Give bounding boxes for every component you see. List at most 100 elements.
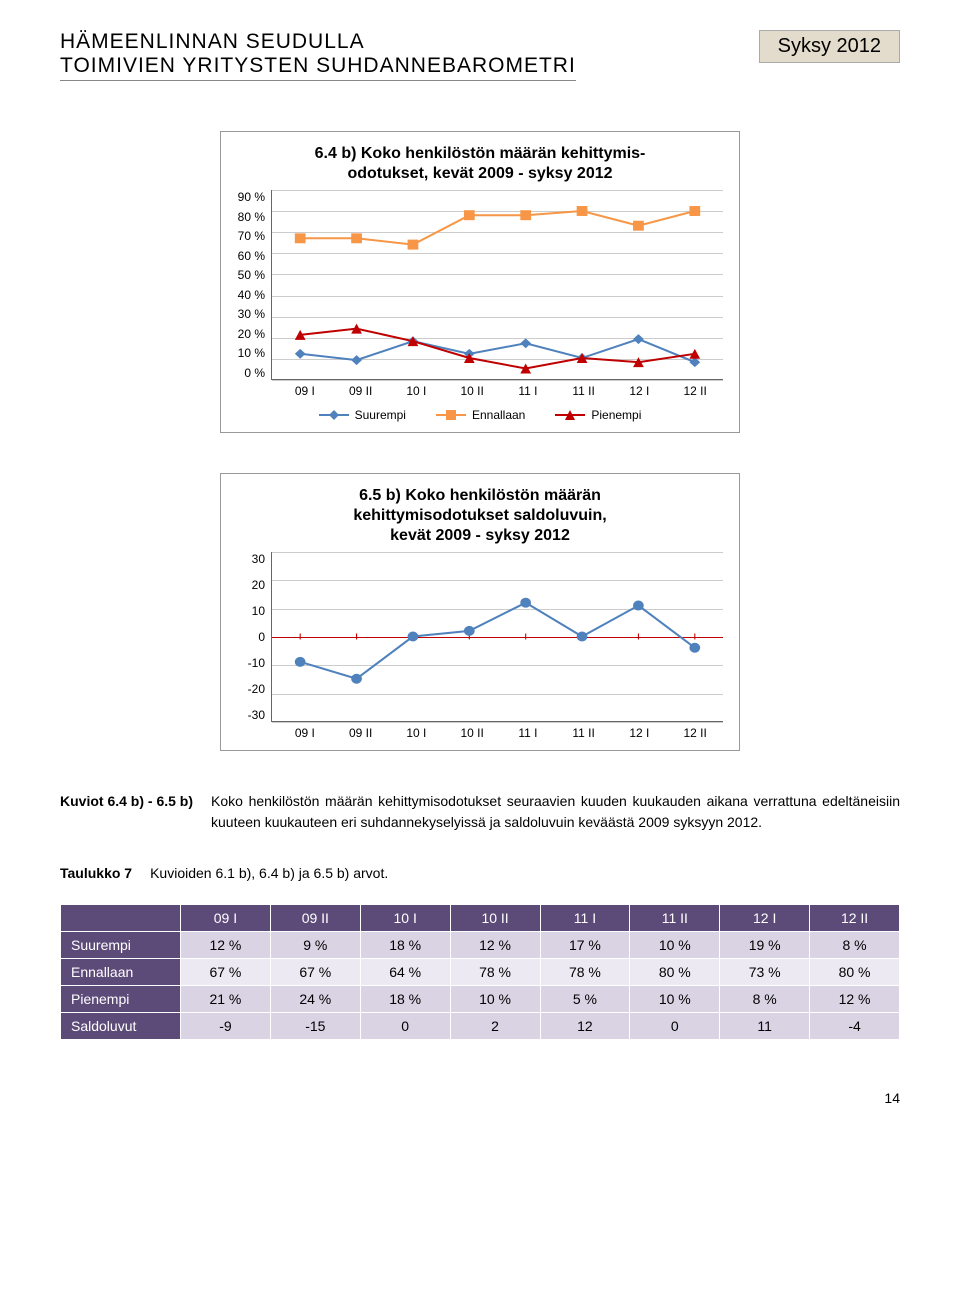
table-row: Suurempi12 %9 %18 %12 %17 %10 %19 %8 %	[61, 932, 900, 959]
table-cell: 8 %	[720, 986, 810, 1013]
caption-kuviot: Kuviot 6.4 b) - 6.5 b) Koko henkilöstön …	[60, 791, 900, 833]
page-number: 14	[60, 1090, 900, 1106]
table-header-cell: 11 I	[540, 905, 630, 932]
header-line-2: TOIMIVIEN YRITYSTEN SUHDANNEBAROMETRI	[60, 54, 576, 78]
table-cell: 12 %	[181, 932, 271, 959]
table-cell: 78 %	[540, 959, 630, 986]
caption-taulukko-label: Taulukko 7	[60, 863, 132, 884]
yaxis-label: 60 %	[238, 249, 265, 263]
xaxis-label: 09 I	[277, 384, 333, 398]
chart-64b-xaxis: 09 I09 II10 I10 II11 I11 II12 I12 II	[277, 384, 723, 398]
table-cell: 12 %	[810, 986, 900, 1013]
table-cell: -15	[270, 1013, 360, 1040]
caption-taulukko: Taulukko 7 Kuvioiden 6.1 b), 6.4 b) ja 6…	[60, 863, 900, 884]
chart-65b-title-l1: 6.5 b) Koko henkilöstön määrän	[359, 487, 601, 504]
yaxis-label: 0 %	[244, 366, 265, 380]
table-header-cell: 12 I	[720, 905, 810, 932]
yaxis-label: -10	[248, 656, 265, 670]
table-cell: 18 %	[360, 932, 450, 959]
page-header: HÄMEENLINNAN SEUDULLA TOIMIVIEN YRITYSTE…	[60, 30, 900, 81]
table-row-label: Pienempi	[61, 986, 181, 1013]
table-cell: 24 %	[270, 986, 360, 1013]
data-table: 09 I09 II10 I10 II11 I11 II12 I12 II Suu…	[60, 904, 900, 1040]
header-badge: Syksy 2012	[759, 30, 900, 63]
table-cell: 21 %	[181, 986, 271, 1013]
yaxis-label: 70 %	[238, 229, 265, 243]
table-row-label: Ennallaan	[61, 959, 181, 986]
caption-kuviot-label: Kuviot 6.4 b) - 6.5 b)	[60, 791, 193, 833]
yaxis-label: 80 %	[238, 210, 265, 224]
header-rule	[60, 80, 576, 81]
table-header-cell: 10 I	[360, 905, 450, 932]
yaxis-label: 10	[252, 604, 265, 618]
legend-label: Suurempi	[355, 408, 406, 422]
xaxis-label: 12 I	[612, 726, 668, 740]
header-line-1: HÄMEENLINNAN SEUDULLA	[60, 30, 576, 54]
xaxis-label: 11 I	[500, 384, 556, 398]
table-cell: 8 %	[810, 932, 900, 959]
table-cell: 10 %	[630, 932, 720, 959]
xaxis-label: 10 II	[444, 384, 500, 398]
yaxis-label: -30	[248, 708, 265, 722]
table-cell: -4	[810, 1013, 900, 1040]
table-header-row: 09 I09 II10 I10 II11 I11 II12 I12 II	[61, 905, 900, 932]
table-cell: 80 %	[630, 959, 720, 986]
chart-64b-yaxis: 90 %80 %70 %60 %50 %40 %30 %20 %10 %0 %	[237, 190, 271, 380]
chart-64b-plot	[271, 190, 723, 380]
table-cell: 73 %	[720, 959, 810, 986]
table-cell: 67 %	[270, 959, 360, 986]
legend-item: Ennallaan	[436, 408, 525, 422]
table-row: Ennallaan67 %67 %64 %78 %78 %80 %73 %80 …	[61, 959, 900, 986]
legend-item: Suurempi	[319, 408, 406, 422]
xaxis-label: 09 I	[277, 726, 333, 740]
yaxis-label: 0	[258, 630, 265, 644]
table-cell: -9	[181, 1013, 271, 1040]
table-cell: 19 %	[720, 932, 810, 959]
table-cell: 0	[360, 1013, 450, 1040]
table-cell: 67 %	[181, 959, 271, 986]
table-cell: 12	[540, 1013, 630, 1040]
chart-65b: 6.5 b) Koko henkilöstön määrän kehittymi…	[220, 473, 740, 751]
table-cell: 2	[450, 1013, 540, 1040]
table-row-label: Saldoluvut	[61, 1013, 181, 1040]
table-cell: 78 %	[450, 959, 540, 986]
xaxis-label: 12 I	[612, 384, 668, 398]
chart-64b-title: 6.4 b) Koko henkilöstön määrän kehittymi…	[237, 144, 723, 184]
legend-label: Ennallaan	[472, 408, 525, 422]
xaxis-label: 12 II	[667, 384, 723, 398]
table-header-cell: 09 II	[270, 905, 360, 932]
chart-64b-title-l2: odotukset, kevät 2009 - syksy 2012	[347, 165, 612, 182]
table-cell: 64 %	[360, 959, 450, 986]
table-header-cell: 12 II	[810, 905, 900, 932]
yaxis-label: 30	[252, 552, 265, 566]
chart-65b-yaxis: 3020100-10-20-30	[237, 552, 271, 722]
legend-label: Pienempi	[591, 408, 641, 422]
chart-65b-plot	[271, 552, 723, 722]
caption-taulukko-text: Kuvioiden 6.1 b), 6.4 b) ja 6.5 b) arvot…	[150, 863, 388, 884]
table-header-cell: 09 I	[181, 905, 271, 932]
table-cell: 12 %	[450, 932, 540, 959]
xaxis-label: 10 I	[389, 384, 445, 398]
table-cell: 9 %	[270, 932, 360, 959]
table-cell: 80 %	[810, 959, 900, 986]
yaxis-label: 10 %	[238, 346, 265, 360]
yaxis-label: 50 %	[238, 268, 265, 282]
yaxis-label: 40 %	[238, 288, 265, 302]
chart-65b-title-l3: kevät 2009 - syksy 2012	[390, 527, 570, 544]
xaxis-label: 10 I	[389, 726, 445, 740]
yaxis-label: 20 %	[238, 327, 265, 341]
xaxis-label: 11 II	[556, 384, 612, 398]
chart-64b-title-l1: 6.4 b) Koko henkilöstön määrän kehittymi…	[315, 145, 646, 162]
chart-65b-title-l2: kehittymisodotukset saldoluvuin,	[353, 507, 606, 524]
xaxis-label: 09 II	[333, 384, 389, 398]
xaxis-label: 09 II	[333, 726, 389, 740]
table-row: Saldoluvut-9-150212011-4	[61, 1013, 900, 1040]
table-cell: 5 %	[540, 986, 630, 1013]
table-cell: 0	[630, 1013, 720, 1040]
yaxis-label: 20	[252, 578, 265, 592]
table-cell: 18 %	[360, 986, 450, 1013]
table-cell: 10 %	[450, 986, 540, 1013]
table-row-label: Suurempi	[61, 932, 181, 959]
xaxis-label: 11 I	[500, 726, 556, 740]
chart-64b-legend: Suurempi Ennallaan Pienempi	[237, 408, 723, 422]
